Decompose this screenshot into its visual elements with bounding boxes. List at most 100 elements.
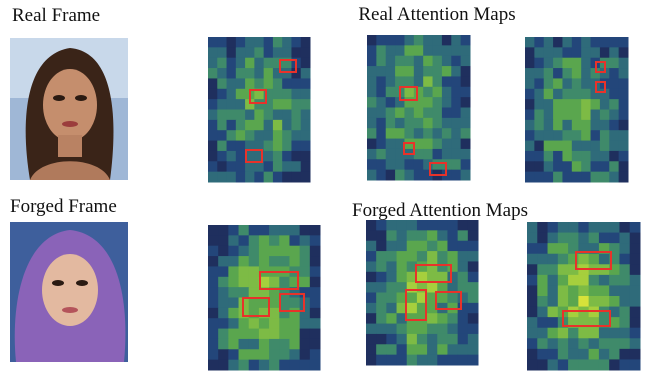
map-cell (599, 47, 610, 59)
map-cell (208, 119, 218, 131)
map-cell (282, 37, 292, 48)
map-cell (396, 292, 408, 304)
map-cell (568, 285, 579, 297)
real-frame-label: Real Frame (12, 5, 100, 26)
map-cell (578, 253, 590, 265)
map-cell (588, 338, 600, 350)
map-cell (581, 130, 592, 142)
map-cell (618, 57, 629, 69)
map-cell (557, 222, 569, 234)
map-cell (395, 45, 405, 57)
map-cell (467, 271, 479, 283)
forged-maps-label: Forged Attention Maps (352, 200, 528, 221)
map-cell (208, 287, 219, 298)
map-cell (396, 271, 408, 283)
map-cell (598, 296, 610, 308)
map-cell (568, 348, 579, 360)
map-cell (208, 47, 218, 59)
map-cell (406, 302, 418, 314)
map-cell (619, 243, 631, 255)
map-cell (367, 97, 377, 108)
map-cell (562, 161, 573, 173)
map-cell (629, 348, 641, 360)
map-cell (291, 161, 302, 173)
map-cell (562, 119, 573, 131)
map-cell (395, 138, 405, 150)
map-cell (366, 251, 377, 262)
map-cell (437, 323, 448, 335)
map-cell (218, 245, 229, 257)
map-cell (413, 76, 424, 88)
map-cell (289, 287, 301, 298)
map-cell (590, 37, 601, 48)
map-cell (248, 266, 260, 278)
map-cell (562, 78, 573, 90)
map-cell (385, 138, 396, 150)
map-cell (619, 306, 631, 318)
map-cell (289, 297, 301, 309)
map-cell (629, 317, 641, 329)
map-cell (437, 220, 448, 231)
map-cell (537, 253, 549, 265)
map-cell (618, 119, 629, 131)
map-cell (269, 287, 280, 298)
map-cell (376, 159, 387, 171)
map-cell (245, 37, 255, 48)
map-cell (367, 86, 377, 98)
map-cell (235, 150, 246, 162)
map-cell (254, 171, 265, 183)
map-cell (385, 128, 396, 140)
map-cell (562, 99, 573, 110)
map-cell (263, 99, 274, 110)
map-cell (289, 359, 301, 371)
map-cell (571, 119, 582, 131)
map-cell (406, 251, 418, 262)
map-cell (263, 78, 274, 90)
map-cell (547, 359, 559, 371)
map-cell (208, 256, 219, 267)
map-cell (386, 354, 398, 366)
map-cell (404, 159, 415, 171)
map-cell (423, 117, 434, 129)
map-cell (258, 256, 270, 267)
map-cell (568, 359, 579, 371)
map-cell (309, 287, 321, 298)
map-cell (590, 140, 601, 152)
map-cell (562, 57, 573, 69)
map-cell (568, 243, 579, 255)
map-cell (235, 140, 246, 152)
map-cell (441, 45, 452, 57)
map-cell (269, 318, 280, 330)
map-cell (376, 97, 387, 108)
map-cell (618, 140, 629, 152)
map-cell (609, 99, 620, 110)
map-cell (437, 271, 448, 283)
map-cell (423, 55, 434, 67)
map-cell (248, 297, 260, 309)
map-cell (396, 344, 408, 356)
map-cell (609, 359, 620, 371)
map-cell (547, 327, 559, 339)
map-cell (404, 107, 415, 119)
map-cell (300, 150, 311, 162)
map-cell (416, 354, 428, 366)
map-cell (619, 327, 631, 339)
map-cell (427, 220, 438, 231)
map-cell (525, 78, 535, 90)
real-maps-label: Real Attention Maps (358, 4, 515, 25)
map-cell (235, 78, 246, 90)
map-cell (226, 150, 237, 162)
map-cell (467, 302, 479, 314)
map-cell (228, 225, 240, 236)
map-cell (581, 57, 592, 69)
map-cell (300, 140, 311, 152)
map-cell (432, 97, 443, 108)
map-cell (217, 150, 228, 162)
map-cell (309, 359, 321, 371)
map-cell (396, 323, 408, 335)
map-cell (396, 354, 408, 366)
map-cell (588, 348, 600, 360)
map-cell (457, 344, 469, 356)
map-cell (598, 232, 610, 244)
map-cell (590, 150, 601, 162)
